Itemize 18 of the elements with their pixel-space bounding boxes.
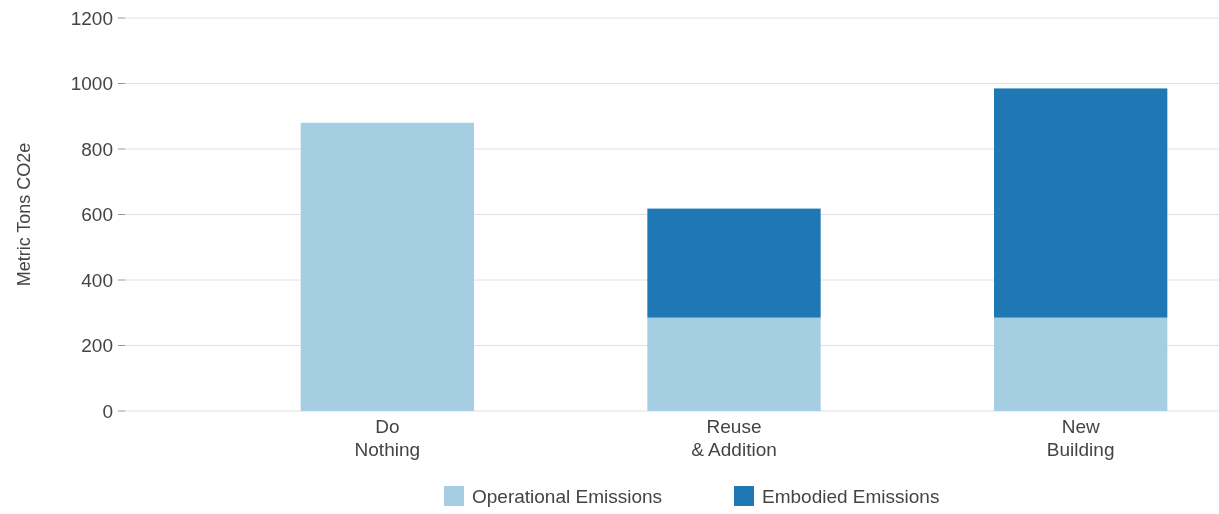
bar (300, 122, 474, 411)
legend-label: Operational Emissions (472, 485, 663, 507)
legend-label: Embodied Emissions (762, 485, 940, 507)
y-tick-label: 0 (102, 400, 113, 422)
y-tick-label: 400 (81, 269, 113, 291)
bar (647, 208, 821, 318)
x-tick-label: Reuse & Addition (691, 416, 777, 460)
x-tick-label: New Building (1046, 416, 1115, 460)
y-tick-label: 1000 (70, 73, 113, 95)
x-tick-label: Do Nothing (354, 416, 421, 460)
y-tick-label: 200 (81, 335, 113, 357)
y-tick-label: 800 (81, 138, 113, 160)
y-axis-title: Metric Tons CO2e (14, 142, 34, 287)
bar (647, 317, 821, 411)
y-tick-label: 1200 (70, 7, 113, 29)
y-tick-label: 600 (81, 204, 113, 226)
bar (994, 88, 1168, 318)
bar (994, 317, 1168, 411)
